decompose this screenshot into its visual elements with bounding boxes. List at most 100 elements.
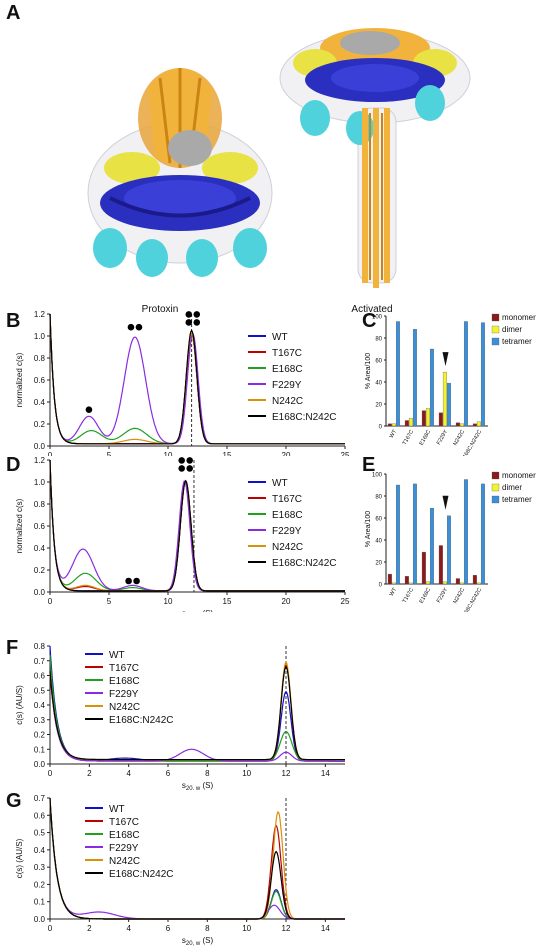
bar-monomer: [472, 423, 477, 427]
legend-swatch: [491, 313, 500, 322]
y-tick-label: 0: [379, 583, 383, 589]
y-tick-label: 0.4: [34, 701, 46, 710]
oligomer-dot-marker: [186, 457, 193, 464]
bar-dimer: [476, 582, 481, 585]
x-tick-label: E168C: [419, 429, 433, 447]
bar-dimer: [425, 408, 430, 427]
x-tick-label: 10: [164, 451, 173, 456]
y-tick-label: 0.4: [34, 846, 46, 855]
legend-label: F229Y: [109, 689, 139, 700]
x-tick-label: 12: [282, 924, 291, 933]
arrowhead-marker: [442, 495, 449, 510]
x-tick-label: 10: [242, 769, 251, 778]
legend-swatch: [491, 495, 500, 504]
x-tick-label: F229Y: [436, 587, 449, 604]
arrowhead-marker: [442, 352, 449, 367]
bar-dimer: [459, 423, 464, 427]
bar-dimer: [476, 421, 481, 427]
oligomer-dot-marker: [133, 577, 140, 585]
x-tick-label: 20: [282, 597, 291, 606]
protein-structures-figure: [87, 28, 471, 288]
bar-tetramer: [446, 515, 451, 585]
x-tick-label: 8: [205, 924, 210, 933]
y-tick-label: 0.7: [34, 657, 46, 666]
y-tick-label: 0.1: [34, 745, 46, 754]
bar-monomer: [438, 545, 443, 585]
bar-monomer: [455, 578, 460, 585]
series-line-n242c: [49, 661, 345, 761]
x-tick-label: 0: [48, 924, 53, 933]
y-tick-label: 1.0: [34, 478, 46, 487]
chart-c-plot: 0 20 40 60 80 100 % Area/100 WT T167C E168C F229Y N…: [365, 313, 536, 456]
legend-label: WT: [272, 478, 288, 489]
legend-label: E168C: [272, 364, 303, 375]
y-tick-label: 80: [375, 495, 382, 501]
series-line-e168c-n242c: [49, 797, 345, 920]
bar-tetramer: [395, 321, 400, 427]
legend-label: E168C: [272, 510, 303, 521]
oligomer-dot-marker: [85, 406, 93, 413]
series-line-e168c: [49, 654, 345, 762]
x-tick-label: 25: [341, 451, 350, 456]
y-tick-label: 100: [372, 473, 383, 479]
y-tick-label: 0.2: [34, 731, 46, 740]
y-tick-label: 0.0: [34, 588, 46, 597]
bar-tetramer: [412, 329, 417, 427]
x-tick-label: WT: [389, 586, 399, 597]
bar-monomer: [455, 422, 460, 427]
oligomer-dot-marker: [193, 311, 201, 318]
legend-label: E168C:N242C: [109, 869, 173, 880]
y-tick-label: 0.5: [34, 686, 46, 695]
y-tick-label: 20: [375, 403, 382, 409]
x-tick-label: 0: [48, 597, 53, 606]
chart-b-plot: 0.0 0.2 0.4 0.6 0.8 1.0 1.2 0 5 10 15 20 25 normalize…: [15, 310, 350, 456]
y-tick-label: 0.4: [34, 544, 46, 553]
y-tick-label: 0.8: [34, 500, 46, 509]
bar-dimer: [408, 418, 413, 427]
x-tick-label: 5: [107, 597, 112, 606]
y-tick-label: 0.8: [34, 354, 46, 363]
y-tick-label: 0.6: [34, 376, 46, 385]
x-tick-label: 14: [321, 769, 330, 778]
x-axis-label: s20, w (S): [182, 936, 214, 946]
bar-monomer: [404, 420, 409, 427]
legend-label: N242C: [109, 856, 140, 867]
chart-g-line: 0.0 0.1 0.2 0.3 0.4 0.5 0.6 0.7 0 2 4 6 8 10 12 14 c(s) …: [15, 794, 345, 946]
legend-label: dimer: [502, 325, 522, 334]
legend-label: F229Y: [272, 526, 302, 537]
panel-label-f: F: [6, 637, 19, 659]
x-tick-label: 0: [48, 451, 53, 456]
x-tick-label: 14: [321, 924, 330, 933]
legend-swatch: [491, 471, 500, 480]
bar-monomer: [472, 575, 477, 585]
series-line-f229y: [49, 797, 345, 920]
series-line-wt: [49, 797, 345, 920]
activated-structure: [279, 28, 471, 288]
series-line-e168c-n242c: [49, 665, 345, 761]
legend-label: WT: [109, 650, 125, 661]
x-tick-label: WT: [389, 428, 399, 439]
series-line-f229y: [49, 672, 345, 762]
oligomer-dot-marker: [127, 323, 135, 331]
bar-monomer: [438, 412, 443, 427]
activated-label: Activated: [351, 304, 393, 315]
panel-label-d: D: [6, 454, 21, 476]
legend-label: T167C: [109, 663, 139, 674]
y-tick-label: 0.2: [34, 880, 46, 889]
legend-label: N242C: [109, 702, 140, 713]
y-tick-label: 0.6: [34, 522, 46, 531]
y-tick-label: 1.2: [34, 456, 46, 465]
legend-label: T167C: [109, 817, 139, 828]
oligomer-dot-marker: [178, 465, 185, 472]
legend-swatch: [491, 337, 500, 346]
x-tick-label: 20: [282, 451, 291, 456]
oligomer-dot-marker: [185, 319, 193, 326]
oligomer-dot-marker: [185, 311, 193, 318]
x-tick-label: 10: [164, 597, 173, 606]
series-line-e168c-n242c: [49, 459, 345, 592]
legend-label: T167C: [272, 494, 302, 505]
y-tick-label: 1.0: [34, 332, 46, 341]
series-line-wt: [49, 645, 345, 762]
oligomer-dot-marker: [186, 465, 193, 472]
y-tick-label: 0.0: [34, 915, 46, 924]
